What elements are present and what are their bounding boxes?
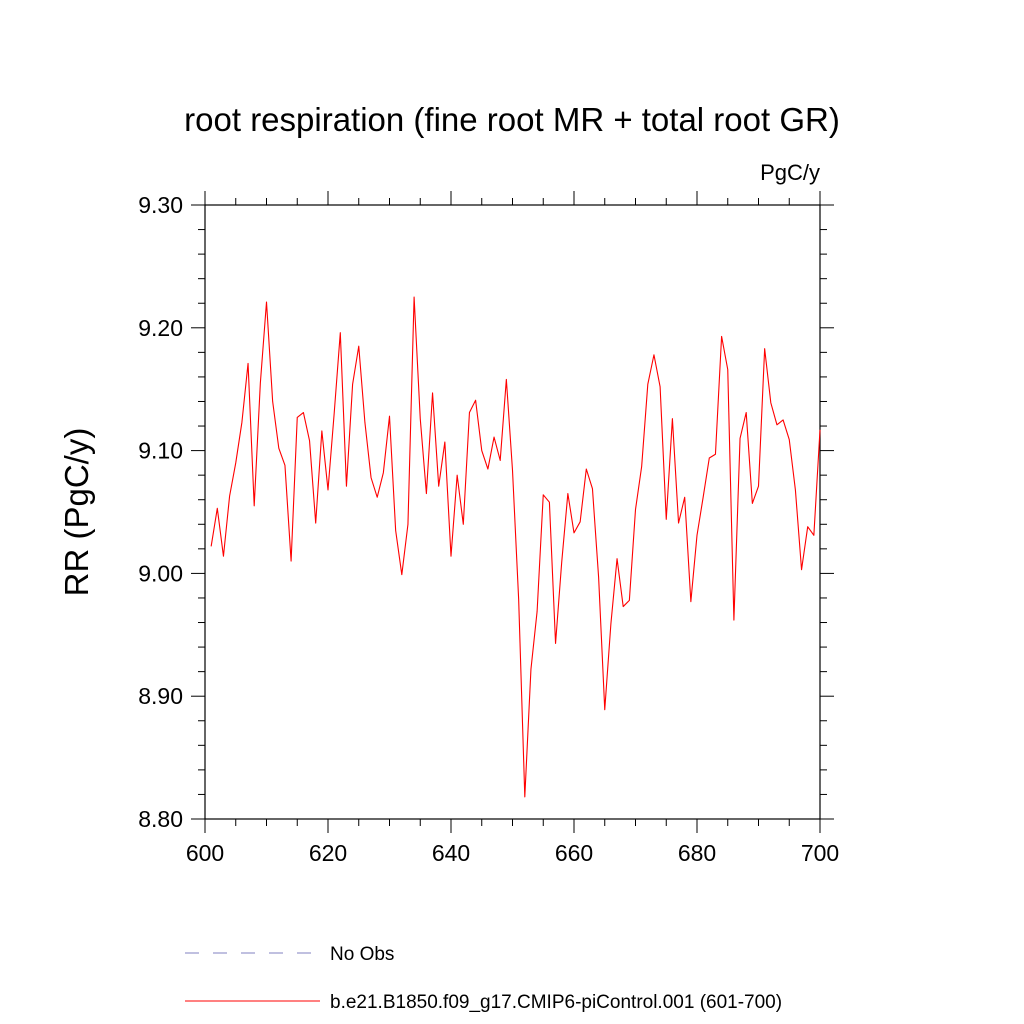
- x-tick-label: 640: [432, 840, 470, 866]
- x-tick-label: 660: [555, 840, 593, 866]
- x-tick-label: 600: [186, 840, 224, 866]
- units-label: PgC/y: [760, 160, 820, 185]
- legend-label-piControl: b.e21.B1850.f09_g17.CMIP6-piControl.001 …: [330, 992, 782, 1013]
- legend-label-no-obs: No Obs: [330, 944, 394, 965]
- y-tick-label: 8.80: [138, 806, 183, 832]
- series-line-piControl: [210, 296, 821, 798]
- axis-ticks: [191, 191, 834, 833]
- y-tick-label: 9.00: [138, 560, 183, 586]
- legend: No Obs b.e21.B1850.f09_g17.CMIP6-piContr…: [185, 944, 782, 1013]
- plot-frame: [204, 204, 821, 820]
- axis-tick-labels: 600 620 640 660 680 700 8.80 8.90 9.00 9.10 9.20 9.…: [138, 192, 839, 866]
- y-tick-label: 8.90: [138, 683, 183, 709]
- chart-title: root respiration (fine root MR + total r…: [184, 101, 840, 138]
- y-tick-label: 9.10: [138, 438, 183, 464]
- x-tick-label: 680: [678, 840, 716, 866]
- x-tick-label: 700: [801, 840, 839, 866]
- y-tick-label: 9.30: [138, 192, 183, 218]
- y-tick-label: 9.20: [138, 315, 183, 341]
- x-tick-label: 620: [309, 840, 347, 866]
- y-axis-label: RR (PgC/y): [58, 428, 95, 597]
